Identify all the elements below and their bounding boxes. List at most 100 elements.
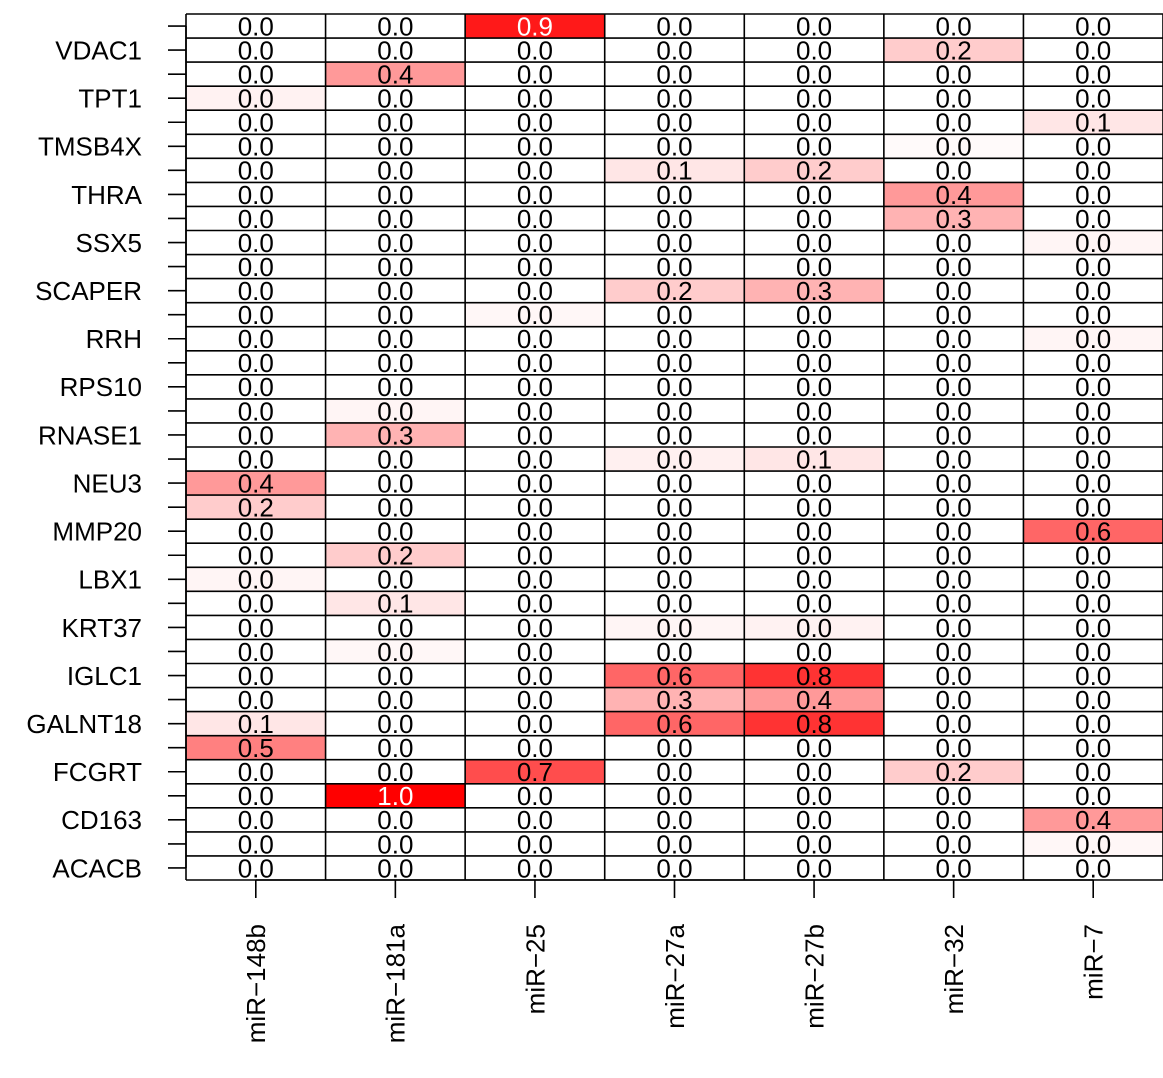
cell-value-label: 0.0	[377, 468, 413, 498]
cell-value-label: 0.0	[1075, 589, 1111, 619]
cell-value-label: 0.0	[936, 829, 972, 859]
cell-value-label: 0.0	[377, 709, 413, 739]
cell-value-label: 0.0	[936, 589, 972, 619]
heatmap-cell	[604, 254, 745, 279]
heatmap-cell	[883, 350, 1024, 375]
heatmap-cell	[883, 14, 1024, 39]
cell-value-label: 0.0	[656, 372, 692, 402]
y-tick-label: GALNT18	[26, 709, 142, 739]
heatmap-cell	[604, 350, 745, 375]
cell-value-label: 0.0	[796, 108, 832, 138]
heatmap-cell	[883, 615, 1024, 640]
heatmap-cell	[325, 326, 466, 351]
cell-value-label: 0.0	[656, 228, 692, 258]
cell-value-label: 0.0	[1075, 420, 1111, 450]
x-tick-label: miR−25	[520, 924, 550, 1014]
cell-value-label: 0.0	[377, 108, 413, 138]
heatmap-cell	[465, 86, 605, 111]
heatmap-cell	[604, 471, 745, 496]
heatmap-cell	[186, 831, 326, 856]
cell-value-label: 0.4	[377, 60, 413, 90]
heatmap-cell	[883, 254, 1024, 279]
cell-value-label: 0.0	[238, 420, 274, 450]
cell-value-label: 0.0	[656, 180, 692, 210]
cell-value-label: 0.0	[936, 517, 972, 547]
cell-value-label: 0.0	[1075, 829, 1111, 859]
heatmap-cell	[465, 206, 605, 231]
cell-value-label: 0.0	[517, 348, 553, 378]
cell-value-label: 0.0	[238, 348, 274, 378]
heatmap-cell	[325, 711, 466, 736]
heatmap-cell	[883, 639, 1024, 664]
heatmap-cell	[186, 206, 326, 231]
x-tick-label: miR−27b	[799, 924, 829, 1029]
cell-value-label: 0.0	[517, 108, 553, 138]
heatmap-cell	[883, 398, 1024, 423]
heatmap-cell	[186, 855, 326, 880]
y-tick-label: KRT37	[62, 613, 142, 643]
cell-value-label: 0.0	[656, 493, 692, 523]
heatmap-cell	[744, 182, 884, 207]
cell-value-label: 0.0	[238, 565, 274, 595]
cell-value-label: 0.4	[796, 685, 832, 715]
heatmap-cell	[1023, 519, 1163, 544]
cell-value-label: 0.0	[796, 252, 832, 282]
heatmap-cell	[325, 302, 466, 327]
heatmap-cell	[744, 38, 884, 63]
cell-value-label: 0.0	[238, 156, 274, 186]
cell-value-label: 0.0	[377, 348, 413, 378]
heatmap-cell	[744, 398, 884, 423]
cell-value-label: 0.0	[1075, 60, 1111, 90]
heatmap-cell	[325, 495, 466, 520]
cell-value-label: 0.0	[377, 324, 413, 354]
cell-value-label: 0.0	[936, 276, 972, 306]
cell-value-label: 0.0	[517, 35, 553, 65]
heatmap-cell	[186, 422, 326, 447]
cell-value-label: 0.0	[238, 444, 274, 474]
cell-value-label: 0.0	[936, 372, 972, 402]
heatmap-cell	[186, 350, 326, 375]
cell-value-label: 0.0	[238, 276, 274, 306]
heatmap-cell	[883, 302, 1024, 327]
heatmap-cell	[186, 759, 326, 784]
heatmap-cell	[325, 38, 466, 63]
heatmap-cell	[465, 158, 605, 183]
cell-value-label: 0.0	[377, 661, 413, 691]
cell-value-label: 0.0	[377, 84, 413, 114]
heatmap-cell	[744, 254, 884, 279]
cell-value-label: 0.0	[517, 493, 553, 523]
heatmap-cell	[604, 855, 745, 880]
heatmap-cell	[186, 38, 326, 63]
heatmap-cell	[465, 350, 605, 375]
heatmap-cell	[325, 278, 466, 303]
heatmap-cell	[465, 495, 605, 520]
heatmap-cell	[1023, 687, 1163, 712]
y-tick-label: TPT1	[78, 84, 142, 114]
heatmap-cell	[1023, 663, 1163, 688]
cell-value-label: 0.0	[377, 300, 413, 330]
cell-value-label: 0.0	[377, 372, 413, 402]
cell-value-label: 0.1	[656, 156, 692, 186]
cell-value-label: 0.3	[377, 420, 413, 450]
heatmap-cell	[465, 254, 605, 279]
y-tick-label: FCGRT	[53, 757, 142, 787]
heatmap-cell	[1023, 639, 1163, 664]
cell-value-label: 0.0	[936, 709, 972, 739]
heatmap-cell	[465, 687, 605, 712]
cell-value-label: 0.0	[238, 228, 274, 258]
cell-value-label: 0.0	[1075, 132, 1111, 162]
heatmap-cell	[325, 134, 466, 159]
heatmap-cell-labels: 0.0 0.0 0.9 0.0 0.0 0.0 0.00.0 0.0 0.0 0.0 0.0 0.2 0…	[238, 11, 1112, 883]
heatmap-cell	[325, 398, 466, 423]
cell-value-label: 0.2	[377, 541, 413, 571]
heatmap-cell	[325, 14, 466, 39]
heatmap-cell	[883, 783, 1024, 808]
heatmap-cell	[744, 855, 884, 880]
heatmap-cell	[1023, 134, 1163, 159]
cell-value-label: 0.4	[1075, 805, 1111, 835]
cell-value-label: 0.0	[517, 637, 553, 667]
heatmap-cell	[744, 302, 884, 327]
heatmap-cell	[604, 759, 745, 784]
heatmap-cell	[604, 807, 745, 832]
